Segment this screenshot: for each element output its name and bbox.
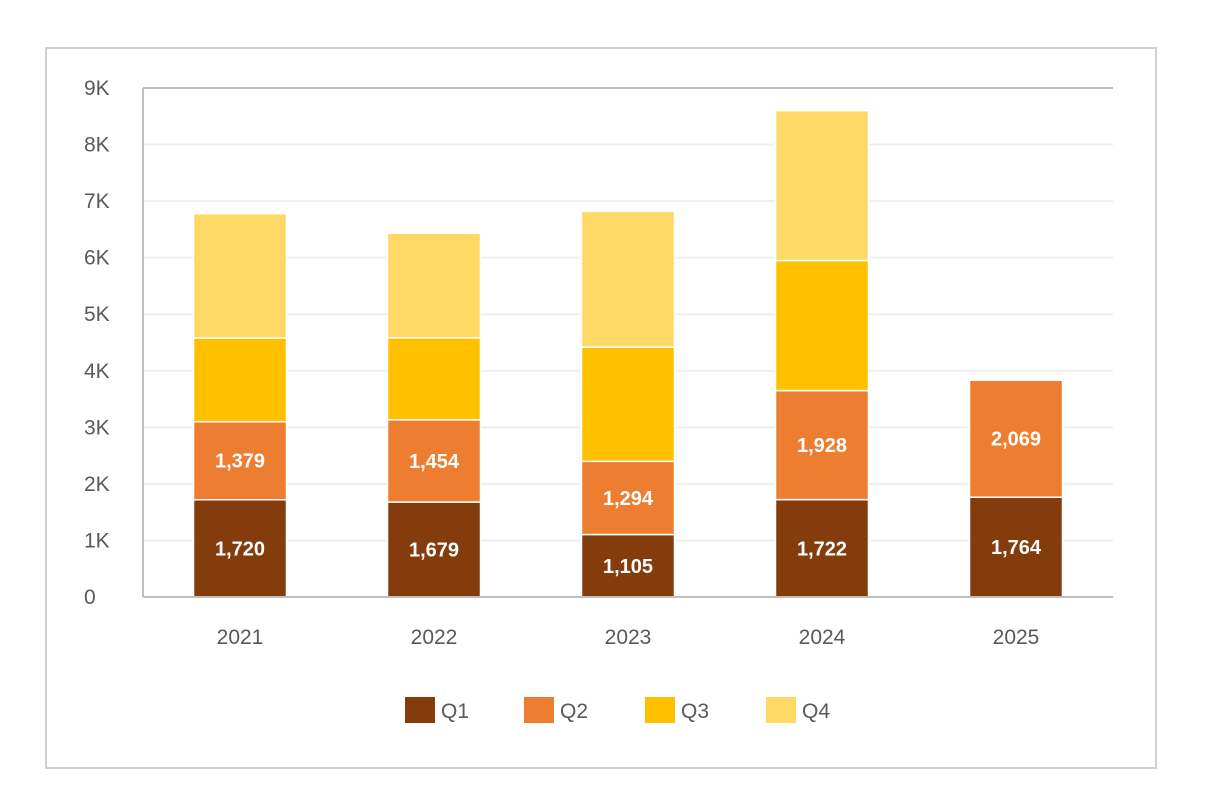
legend-swatch bbox=[405, 697, 435, 723]
legend-item-q4: Q4 bbox=[766, 697, 830, 723]
data-label: 1,454 bbox=[409, 451, 460, 473]
bar-q1-2023 bbox=[580, 533, 676, 598]
legend: Q1 Q2 Q3 Q4 bbox=[405, 697, 830, 723]
data-label: 1,105 bbox=[603, 556, 653, 578]
legend-item-q2: Q2 bbox=[524, 697, 588, 723]
x-axis-ticks: 2021 2022 2023 2024 2025 bbox=[217, 626, 1040, 649]
y-tick-label: 7K bbox=[84, 190, 110, 213]
y-tick-label: 9K bbox=[84, 77, 110, 100]
legend-swatch bbox=[766, 697, 796, 723]
legend-label: Q1 bbox=[441, 700, 469, 723]
x-tick-label: 2021 bbox=[217, 626, 264, 649]
y-tick-label: 8K bbox=[84, 134, 110, 157]
bar-q3-2024 bbox=[774, 259, 870, 392]
x-tick-label: 2024 bbox=[799, 626, 846, 649]
bars bbox=[192, 109, 1064, 598]
bar-q3-2022 bbox=[386, 337, 482, 421]
y-tick-label: 4K bbox=[84, 360, 110, 383]
x-tick-label: 2025 bbox=[993, 626, 1040, 649]
bar-q2-2025 bbox=[968, 379, 1064, 498]
bar-q2-2021 bbox=[192, 420, 288, 501]
y-axis-ticks: 0 1K 2K 3K 4K 5K 6K 7K 8K 9K bbox=[84, 77, 110, 609]
legend-label: Q4 bbox=[802, 700, 830, 723]
bar-q2-2024 bbox=[774, 389, 870, 501]
bar-q2-2023 bbox=[580, 460, 676, 536]
y-tick-label: 0 bbox=[84, 586, 96, 609]
legend-item-q3: Q3 bbox=[645, 697, 709, 723]
data-label: 1,679 bbox=[409, 540, 459, 562]
y-tick-label: 3K bbox=[84, 416, 110, 439]
data-label: 1,722 bbox=[797, 538, 847, 560]
y-tick-label: 2K bbox=[84, 473, 110, 496]
legend-label: Q2 bbox=[560, 700, 588, 723]
legend-label: Q3 bbox=[681, 700, 709, 723]
y-tick-label: 5K bbox=[84, 303, 110, 326]
bar-q4-2022 bbox=[386, 232, 482, 339]
bar-q4-2021 bbox=[192, 212, 288, 339]
data-label: 1,720 bbox=[215, 538, 265, 560]
y-tick-label: 1K bbox=[84, 529, 110, 552]
data-label: 1,928 bbox=[797, 435, 847, 457]
data-label: 1,294 bbox=[603, 488, 654, 510]
legend-item-q1: Q1 bbox=[405, 697, 469, 723]
bar-q4-2024 bbox=[774, 109, 870, 262]
data-label: 1,764 bbox=[991, 537, 1042, 559]
bar-q1-2021 bbox=[192, 498, 288, 598]
bar-q2-2022 bbox=[386, 419, 482, 503]
data-label: 1,379 bbox=[215, 451, 265, 473]
data-label: 2,069 bbox=[991, 429, 1041, 451]
bar-q3-2021 bbox=[192, 337, 288, 423]
y-tick-label: 6K bbox=[84, 247, 110, 270]
x-tick-label: 2023 bbox=[605, 626, 652, 649]
x-tick-label: 2022 bbox=[411, 626, 458, 649]
legend-swatch bbox=[645, 697, 675, 723]
bar-q1-2025 bbox=[968, 496, 1064, 598]
legend-swatch bbox=[524, 697, 554, 723]
bar-q1-2022 bbox=[386, 501, 482, 598]
data-labels: 1,720 1,379 1,679 1,454 1,105 1,294 1,722 1,928… bbox=[215, 429, 1042, 578]
bar-q4-2023 bbox=[580, 210, 676, 348]
bar-q1-2024 bbox=[774, 498, 870, 598]
axes bbox=[142, 87, 1113, 598]
bar-q3-2023 bbox=[580, 346, 676, 463]
